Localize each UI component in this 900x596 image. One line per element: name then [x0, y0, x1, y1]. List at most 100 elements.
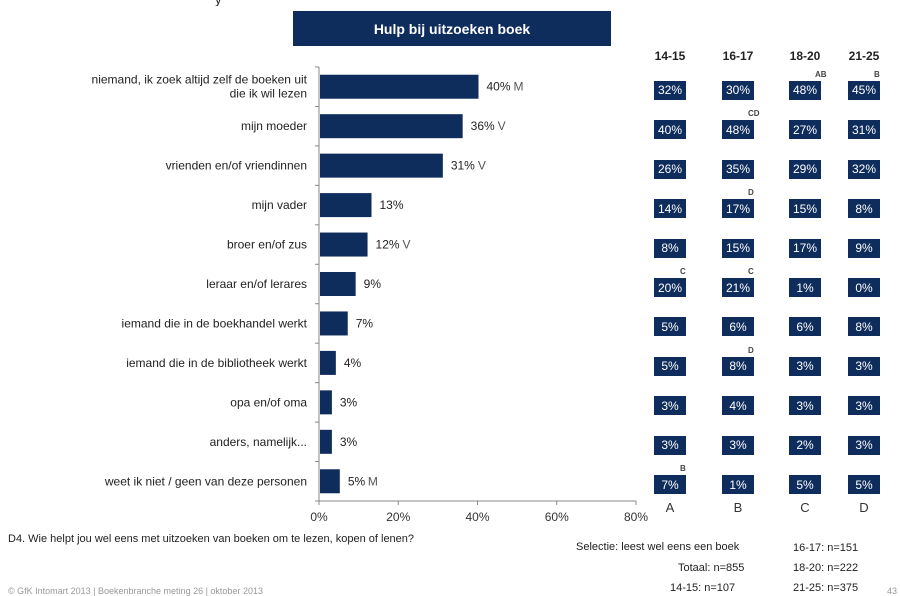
footnote-n-21-25: 21-25: n=375	[793, 582, 859, 594]
table-cell: 8%	[654, 238, 686, 258]
table-cell: 6%	[789, 317, 821, 337]
top-fragment: y	[0, 0, 900, 6]
significance-marker: M	[368, 474, 378, 488]
bar-value-label: 40%	[487, 80, 511, 94]
bar-value-label: 9%	[364, 277, 382, 291]
table-cell: 48%	[722, 120, 754, 140]
chart-title-text: Hulp bij uitzoeken boek	[373, 20, 531, 37]
category-label: niemand, ik zoek altijd zelf de boeken u…	[92, 73, 308, 101]
footnote-totaal: Totaal: n=855	[678, 562, 745, 574]
category-label: mijn vader	[252, 198, 307, 212]
significance-letter: B	[680, 464, 686, 474]
category-label: opa en/of oma	[230, 395, 307, 409]
x-tick-label: 40%	[465, 510, 489, 524]
table-cell: 15%	[789, 199, 821, 219]
column-header: 18-20	[789, 49, 821, 63]
page-number: 43	[887, 586, 898, 596]
table-cell: 9%	[848, 238, 880, 258]
bar	[320, 153, 443, 178]
significance-letter: D	[748, 188, 754, 198]
category-label: iemand die in de bibliotheek werkt	[126, 356, 307, 370]
table-cell: 4%	[722, 396, 754, 416]
footnote-selectie: Selectie: leest wel eens een boek	[576, 541, 740, 553]
table-cell: 5%	[848, 475, 880, 495]
table-cell: 1%	[722, 475, 754, 495]
bar	[320, 272, 356, 296]
category-label: iemand die in de boekhandel werkt	[122, 316, 308, 330]
column-header: 16-17	[722, 49, 754, 63]
table-cell: 3%	[848, 396, 880, 416]
significance-marker: M	[514, 80, 524, 94]
bar-value-label: 4%	[344, 356, 362, 370]
table-cell: 1%	[789, 278, 821, 297]
table-cell: 2%	[789, 435, 821, 455]
table-cell: 40%	[654, 120, 686, 140]
category-label: broer en/of zus	[227, 238, 307, 252]
column-header: 21-25	[848, 49, 880, 63]
table-cell: 48%	[789, 80, 821, 100]
bar-value-label: 36%	[471, 119, 495, 133]
category-label: mijn moeder	[241, 119, 307, 133]
table-cell: 5%	[654, 356, 686, 376]
table-cell: 32%	[848, 159, 880, 179]
table-cell: 14%	[654, 199, 686, 219]
bar	[320, 350, 336, 375]
bar-value-label: 7%	[356, 316, 374, 330]
table-cell: 17%	[789, 238, 821, 258]
bar-value-label: 12%	[376, 238, 400, 252]
significance-letter: C	[748, 267, 754, 276]
table-cell: 7%	[654, 475, 686, 495]
significance-marker: V	[498, 119, 506, 133]
x-tick-label: 0%	[310, 510, 328, 524]
table-cell: 45%	[848, 80, 880, 100]
bar-value-label: 31%	[451, 159, 475, 173]
table-cell: 15%	[722, 238, 754, 258]
column-letter: A	[665, 500, 675, 515]
x-tick-label: 80%	[624, 510, 648, 524]
bar-value-label: 13%	[380, 198, 404, 212]
table-cell: 21%	[722, 278, 754, 297]
table-cell: 3%	[654, 396, 686, 416]
column-letter: D	[859, 500, 869, 515]
category-label: weet ik niet / geen van deze personen	[104, 474, 307, 488]
table-cell: 8%	[848, 317, 880, 337]
table-cell: 35%	[722, 159, 754, 179]
column-letter: B	[733, 500, 743, 515]
significance-marker: V	[478, 159, 486, 173]
bar	[320, 429, 332, 454]
table-cell: 0%	[848, 278, 880, 297]
table-cell: 17%	[722, 199, 754, 219]
x-tick-label: 60%	[545, 510, 569, 524]
table-cell: 6%	[722, 317, 754, 337]
footnote-n-14-15: 14-15: n=107	[670, 582, 736, 594]
bar-value-label: 3%	[340, 435, 358, 449]
significance-letter: CD	[748, 109, 760, 119]
table-cell: 8%	[722, 356, 754, 376]
significance-letter: AB	[815, 69, 827, 79]
bar	[320, 114, 463, 139]
table-cell: 20%	[654, 278, 686, 297]
table-cell: 32%	[654, 80, 686, 100]
footnote-n-18-20: 18-20: n=222	[793, 562, 859, 574]
footnote-n-16-17: 16-17: n=151	[793, 542, 859, 554]
category-label: anders, namelijk...	[210, 435, 307, 449]
question-text: D4. Wie helpt jou wel eens met uitzoeken…	[8, 533, 415, 545]
table-cell: 5%	[654, 317, 686, 337]
significance-letter: C	[680, 267, 686, 276]
column-header: 14-15	[654, 49, 686, 63]
table-cell: 29%	[789, 159, 821, 179]
category-label: vrienden en/of vriendinnen	[166, 159, 307, 173]
bar	[320, 311, 348, 336]
table-cell: 3%	[722, 435, 754, 455]
table-cell: 3%	[789, 356, 821, 376]
category-label: leraar en/of lerares	[206, 277, 307, 291]
bar	[320, 193, 372, 218]
table-cell: 3%	[848, 356, 880, 376]
x-tick-label: 20%	[386, 510, 410, 524]
bar	[320, 74, 479, 99]
table-cell: 27%	[789, 120, 821, 140]
bar-value-label: 5%	[348, 474, 366, 488]
bar	[320, 232, 368, 257]
table-cell: 31%	[848, 120, 880, 140]
